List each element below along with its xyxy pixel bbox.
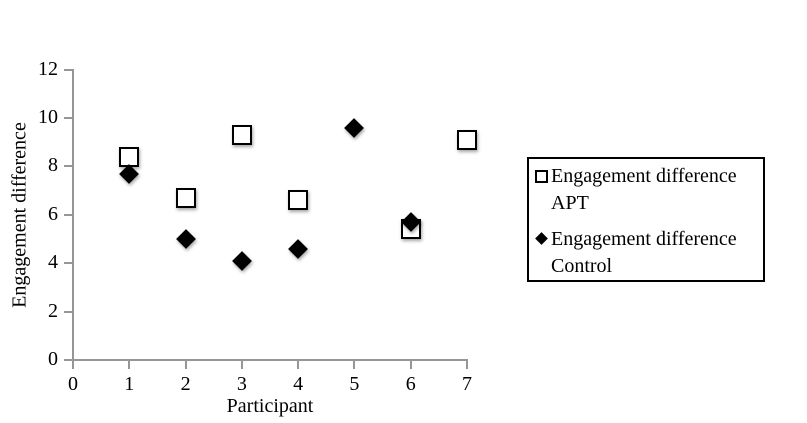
marker-open-square [457,129,477,150]
y-tick-label: 2 [48,299,58,322]
legend-label-control: Engagement difference Control [551,228,737,277]
y-tick-label: 12 [38,57,58,80]
legend-item-control: Engagement difference Control [535,226,761,280]
x-axis-tick [240,361,243,369]
legend-item-apt: Engagement difference APT [535,163,761,217]
y-tick-label: 10 [38,105,58,128]
y-axis-tick [64,310,72,313]
y-tick-label: 6 [48,202,58,225]
y-axis-tick [64,262,72,265]
x-tick-label: 7 [462,373,472,395]
y-axis-tick [64,116,72,119]
marker-filled-diamond [231,250,252,271]
y-axis-line [72,69,74,361]
legend-label-apt: Engagement difference APT [551,165,737,214]
y-tick-label: 8 [48,154,58,177]
x-axis-tick [128,361,131,369]
marker-open-square [175,187,196,208]
x-axis-tick [184,361,187,369]
filled-diamond-icon [535,232,548,245]
y-tick-label: 4 [48,251,58,274]
x-axis-tick [409,361,412,369]
legend-box: Engagement difference APT Engagement dif… [527,157,765,282]
x-tick-label: 3 [236,373,247,395]
x-axis-line [72,359,468,361]
x-tick-label: 5 [349,373,360,395]
x-tick-label: 6 [405,373,416,395]
y-axis-title: Engagement difference [8,122,31,308]
y-tick-label: 0 [48,348,58,370]
x-tick-label: 0 [68,373,78,395]
x-axis-tick [466,361,468,369]
open-square-icon [535,170,548,183]
x-axis-tick [297,361,300,369]
marker-filled-diamond [175,229,196,249]
x-axis-tick [353,361,356,369]
x-tick-label: 2 [180,373,191,395]
x-tick-label: 1 [124,373,135,395]
marker-filled-diamond [400,212,421,232]
y-axis-tick [64,165,72,168]
marker-filled-diamond [344,117,365,138]
x-tick-label: 4 [293,373,304,395]
marker-open-square [231,124,252,145]
x-axis-title: Participant [226,395,314,417]
marker-filled-diamond [119,163,140,184]
y-axis-tick [64,213,72,216]
x-axis-tick [72,361,74,369]
y-axis-tick [64,359,72,361]
marker-filled-diamond [288,238,309,259]
marker-open-square [288,190,309,211]
y-axis-tick [64,68,72,71]
